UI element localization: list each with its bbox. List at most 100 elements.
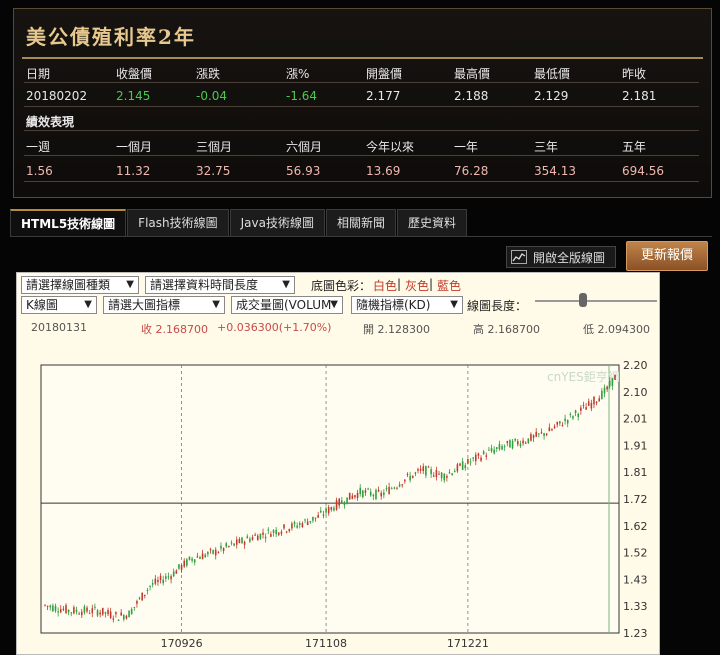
candle-body (482, 451, 485, 455)
candle-body (595, 401, 598, 404)
candle-body (83, 606, 86, 613)
x-tick-label: 170926 (161, 637, 203, 650)
candle-body (157, 579, 159, 582)
refresh-quote-button[interactable]: 更新報價 (626, 241, 708, 271)
candle-body (598, 398, 601, 402)
candle-body (138, 597, 141, 599)
value-change: -0.04 (196, 89, 228, 103)
candle-body (201, 553, 204, 560)
stochastic-select[interactable]: 隨機指標(KD) ▼ (351, 296, 463, 314)
tab-java-chart[interactable]: Java技術線圖 (229, 209, 325, 237)
candle-body (59, 609, 62, 613)
color-white-link[interactable]: 白色 (373, 279, 398, 293)
candle-body (52, 605, 54, 612)
candle-body (501, 446, 503, 450)
candle-body (362, 490, 364, 498)
candle-body (348, 492, 351, 500)
candle-body (375, 489, 377, 499)
candle-body (67, 609, 70, 612)
candle-body (159, 575, 162, 581)
candle-body (343, 503, 346, 506)
candle-body (498, 444, 501, 450)
candle-body (606, 386, 608, 390)
tab-history[interactable]: 歷史資料 (397, 209, 468, 237)
candle-body (296, 525, 298, 528)
candle-body (461, 461, 464, 470)
candle-body (228, 546, 230, 548)
candle-body (183, 560, 186, 567)
volume-select[interactable]: 成交量圖(VOLUM ▼ (231, 296, 343, 314)
value-date: 20180202 (26, 89, 88, 103)
candle-body (414, 472, 417, 474)
y-tick-label: 1.33 (623, 600, 648, 613)
candle-body (180, 565, 183, 570)
candle-body (440, 472, 443, 479)
y-tick-label: 2.01 (623, 413, 648, 426)
candle-body (509, 439, 511, 448)
candle-body (214, 549, 217, 556)
watermark: cnYES鉅亨網 (547, 369, 620, 384)
candle-body (75, 609, 78, 612)
candle-body (614, 374, 616, 380)
dropdown-arrow-icon: ▼ (84, 299, 92, 310)
candle-body (241, 537, 243, 543)
candle-body (398, 484, 401, 487)
tab-flash-chart[interactable]: Flash技術線圖 (127, 209, 229, 237)
candle-body (451, 473, 453, 476)
line-length-slider-track[interactable] (535, 300, 657, 302)
header-high: 最高價 (454, 67, 491, 81)
y-tick-label: 1.52 (623, 547, 648, 560)
y-tick-label: 1.81 (623, 466, 648, 479)
candle-body (107, 610, 109, 615)
chart-type-select[interactable]: 請選擇線圖種類 ▼ (21, 276, 139, 294)
candle-body (545, 433, 548, 436)
candle-body (472, 457, 474, 459)
perf-header-5y: 五年 (622, 140, 647, 154)
candle-body (80, 611, 83, 616)
candle-body (70, 612, 73, 614)
tab-related-news[interactable]: 相關新聞 (325, 209, 396, 237)
candle-body (359, 487, 362, 494)
kline-select[interactable]: K線圖 ▼ (21, 296, 97, 314)
candle-body (356, 492, 359, 499)
color-gray-link[interactable]: 灰色 (405, 279, 430, 293)
candle-body (404, 479, 406, 482)
readout-open: 開 2.128300 (363, 323, 430, 336)
main-indicator-select[interactable]: 請選大圖指標 ▼ (103, 296, 225, 314)
candle-body (314, 517, 317, 519)
candle-body (112, 618, 115, 620)
candle-body (170, 576, 172, 580)
candle-body (46, 605, 49, 607)
candle-body (94, 606, 96, 608)
candle-body (199, 557, 201, 560)
candle-body (225, 543, 228, 547)
chart-icon (511, 250, 527, 264)
perf-header-1y: 一年 (454, 140, 479, 154)
y-tick-label: 1.62 (623, 520, 648, 533)
value-change-pct: -1.64 (286, 89, 318, 103)
perf-header-1w: 一週 (26, 140, 51, 154)
value-high: 2.188 (454, 89, 489, 103)
candle-body (230, 542, 233, 544)
fullscreen-chart-button[interactable]: 開啟全版線圖 (506, 246, 616, 268)
candle-body (611, 378, 614, 387)
candle-body (467, 459, 469, 464)
candle-body (474, 454, 477, 462)
candle-body (264, 536, 267, 539)
dropdown-arrow-icon: ▼ (450, 299, 458, 310)
perf-value-ytd: 13.69 (366, 164, 401, 178)
performance-label-row: 績效表現 (24, 109, 699, 131)
candlestick-chart[interactable]: 170926 171108 171221 2.20 2.10 2.01 1.91 1.81 1.… (17, 345, 659, 655)
tab-divider (10, 236, 712, 237)
candle-body (141, 592, 143, 601)
color-separator: | (397, 277, 402, 291)
candle-body (488, 449, 490, 451)
candle-body (380, 492, 383, 497)
candle-body (377, 489, 380, 492)
period-select[interactable]: 請選擇資料時間長度 ▼ (145, 276, 295, 294)
tab-html5-chart[interactable]: HTML5技術線圖 (10, 209, 127, 237)
line-length-slider-handle[interactable] (579, 293, 587, 307)
color-blue-link[interactable]: 藍色 (437, 279, 462, 293)
candle-body (288, 528, 291, 532)
candle-body (338, 498, 340, 506)
